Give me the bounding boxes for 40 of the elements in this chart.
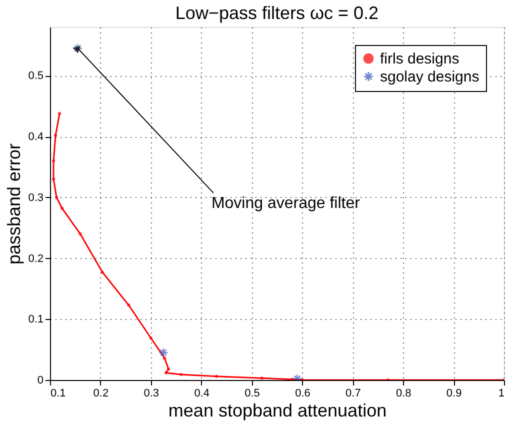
point [60,206,64,210]
x-tick-label: 0.5 [244,388,260,400]
point [127,304,130,307]
x-tick-label: 0.1 [50,388,66,400]
point [166,367,170,371]
point [162,356,166,360]
y-tick-label: 0.3 [28,192,44,204]
x-tick-label: 0.2 [93,388,109,400]
point [72,43,83,54]
y-axis-title: passband error [4,143,24,265]
y-tick-label: 0.5 [28,70,44,82]
x-axis-title: mean stopband attenuation [168,400,387,420]
point [164,371,168,374]
point [58,112,62,115]
point [214,374,218,378]
point [100,270,104,274]
y-tick-label: 0.1 [28,314,44,326]
x-tick-label: 0.6 [295,388,310,400]
x-tick-label: 0.7 [346,388,361,400]
y-tick-label: 0.4 [28,131,44,144]
point [158,348,168,358]
chart-title: Low−pass filters ωc = 0.2 [175,3,379,23]
point [52,178,56,181]
annotation: Moving average filter [211,194,361,212]
point [54,196,58,199]
y-tick-label: 0.2 [28,252,44,265]
legend-label: firls designs [380,50,460,68]
x-tick-label: 0.4 [194,388,210,400]
point [260,376,264,380]
point [78,232,82,236]
point [52,159,56,162]
legend-label: sgolay designs [380,68,480,86]
x-tick-label: 0.8 [396,388,412,400]
point [180,372,183,376]
x-tick-label: 0.9 [446,388,462,400]
x-tick-label: 0.3 [144,388,160,400]
point [149,336,152,340]
point [54,134,58,137]
x-tick-label: 1 [498,388,504,400]
y-tick-label: 0 [37,374,44,386]
